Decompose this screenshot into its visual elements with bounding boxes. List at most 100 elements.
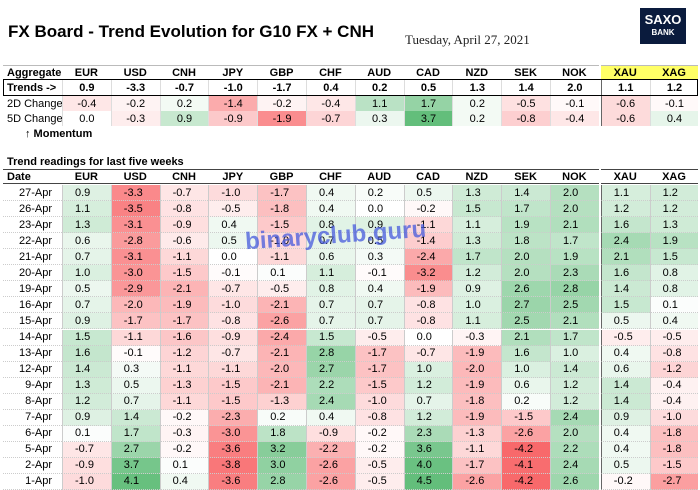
value-cell: -0.3 (159, 425, 209, 442)
value-cell: -0.5 (208, 201, 258, 218)
value-cell: 1.8 (501, 233, 550, 250)
value-cell: 1.2 (649, 80, 699, 95)
row-label: 26-Apr (3, 201, 62, 218)
value-cell: 0.7 (306, 233, 355, 250)
column-header: EUR (62, 169, 111, 185)
value-cell: -2.0 (452, 361, 502, 378)
value-cell: -1.7 (452, 457, 502, 474)
value-cell: 0.3 (110, 361, 160, 378)
value-cell: 0.4 (649, 313, 699, 330)
value-cell: 0.4 (600, 345, 650, 362)
value-cell: 2.0 (501, 249, 550, 266)
value-cell: 0.4 (306, 409, 355, 426)
value-cell: 1.2 (403, 409, 453, 426)
value-cell: -0.6 (159, 233, 209, 250)
value-cell: -2.1 (257, 345, 306, 362)
header-label: Date (3, 169, 62, 185)
value-cell: 1.6 (600, 265, 650, 282)
value-cell: 0.9 (62, 409, 111, 426)
value-cell: 0.6 (501, 377, 550, 394)
value-cell: -0.4 (306, 96, 355, 111)
value-cell: 1.2 (649, 185, 699, 202)
value-cell: 1.2 (600, 201, 650, 218)
value-cell: 0.7 (354, 297, 404, 314)
value-cell: 0.0 (62, 111, 111, 126)
value-cell: -1.3 (159, 377, 209, 394)
value-cell: 1.1 (600, 185, 650, 202)
value-cell: 1.4 (550, 361, 599, 378)
value-cell: -1.8 (649, 441, 699, 458)
value-cell: -1.7 (354, 345, 404, 362)
value-cell: -3.5 (110, 201, 160, 218)
value-cell: -1.0 (208, 80, 258, 95)
value-cell: -0.9 (62, 457, 111, 474)
value-cell: 2.6 (550, 473, 599, 490)
value-cell: 0.2 (354, 185, 404, 202)
value-cell: -3.6 (208, 441, 258, 458)
value-cell: 0.6 (62, 233, 111, 250)
section-title: Trend readings for last five weeks (7, 156, 184, 168)
value-cell: -0.7 (159, 185, 209, 202)
column-header: XAG (649, 169, 699, 185)
value-cell: -0.5 (257, 281, 306, 298)
value-cell: -3.1 (110, 217, 160, 234)
value-cell: -1.2 (649, 361, 699, 378)
value-cell: 1.4 (110, 409, 160, 426)
value-cell: 4.5 (403, 473, 453, 490)
value-cell: -2.6 (452, 473, 502, 490)
value-cell: 1.4 (600, 393, 650, 410)
value-cell: 2.4 (600, 233, 650, 250)
value-cell: -1.0 (208, 297, 258, 314)
value-cell: 2.0 (550, 201, 599, 218)
value-cell: -1.8 (452, 393, 502, 410)
value-cell: -0.4 (649, 377, 699, 394)
value-cell: 1.8 (257, 425, 306, 442)
column-header: JPY (208, 65, 258, 80)
value-cell: -1.7 (159, 313, 209, 330)
value-cell: 0.1 (62, 425, 111, 442)
value-cell: 0.4 (306, 185, 355, 202)
value-cell: 1.1 (306, 265, 355, 282)
value-cell: -0.9 (208, 329, 258, 346)
value-cell: 2.1 (600, 249, 650, 266)
value-cell: -0.2 (110, 96, 160, 111)
value-cell: -1.3 (452, 425, 502, 442)
value-cell: -2.4 (257, 329, 306, 346)
value-cell: -3.6 (208, 473, 258, 490)
value-cell: -1.3 (257, 393, 306, 410)
value-cell: -0.5 (600, 329, 650, 346)
value-cell: 1.1 (452, 313, 502, 330)
value-cell: 2.0 (550, 80, 599, 95)
column-header: NOK (550, 169, 599, 185)
value-cell: 1.4 (62, 361, 111, 378)
value-cell: -0.3 (110, 111, 160, 126)
value-cell: 0.7 (110, 393, 160, 410)
value-cell: 1.4 (600, 281, 650, 298)
value-cell: 1.4 (600, 377, 650, 394)
value-cell: -1.2 (159, 345, 209, 362)
value-cell: 2.4 (306, 393, 355, 410)
value-cell: 0.2 (452, 111, 502, 126)
value-cell: -1.9 (403, 281, 453, 298)
value-cell: -1.0 (62, 473, 111, 490)
value-cell: -1.9 (159, 297, 209, 314)
value-cell: 0.5 (110, 377, 160, 394)
column-header: XAU (600, 169, 650, 185)
value-cell: -2.2 (306, 441, 355, 458)
value-cell: 2.0 (501, 265, 550, 282)
value-cell: 0.4 (649, 111, 699, 126)
value-cell: -0.7 (306, 111, 355, 126)
value-cell: -1.5 (649, 457, 699, 474)
value-cell: 0.2 (354, 80, 404, 95)
value-cell: -3.8 (208, 457, 258, 474)
column-header: EUR (62, 65, 111, 80)
column-header: NOK (550, 65, 599, 80)
row-label: 2D Change (7, 97, 63, 110)
value-cell: -0.2 (354, 425, 404, 442)
value-cell: 1.2 (649, 201, 699, 218)
value-cell: -1.0 (649, 409, 699, 426)
value-cell: 2.7 (306, 361, 355, 378)
value-cell: -0.5 (354, 457, 404, 474)
value-cell: -2.3 (208, 409, 258, 426)
value-cell: 1.9 (501, 217, 550, 234)
